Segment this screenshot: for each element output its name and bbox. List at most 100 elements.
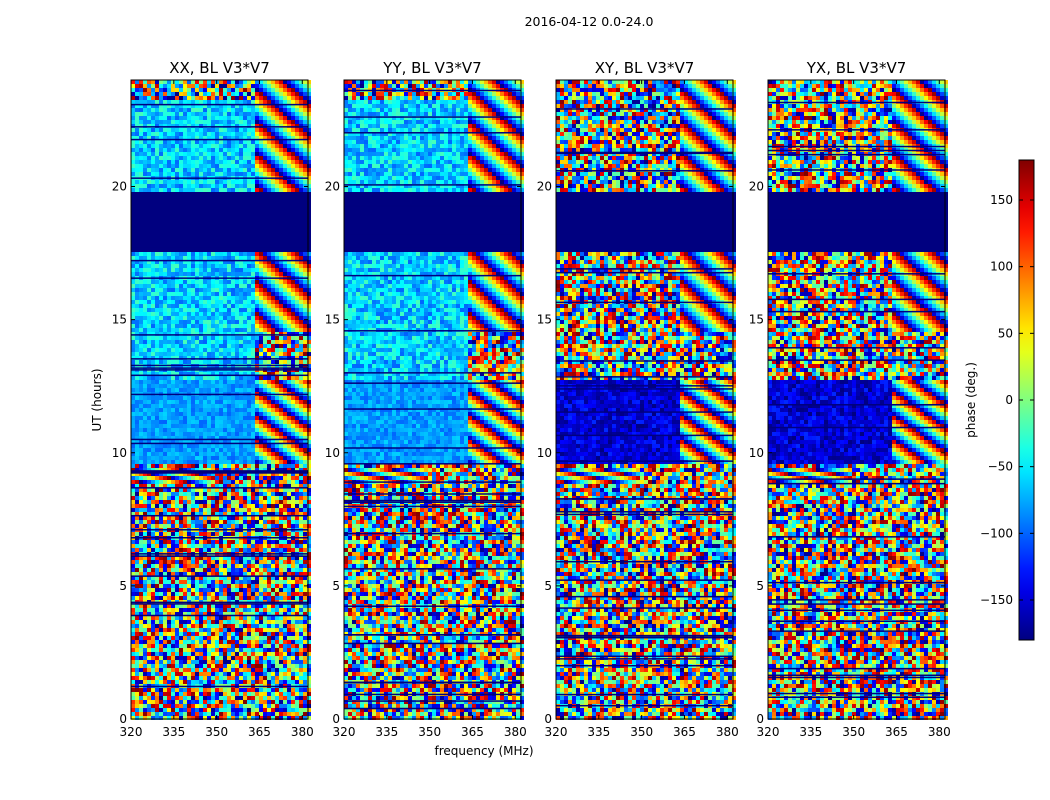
- heatmap-cell: [139, 332, 143, 336]
- heatmap-cell: [167, 240, 171, 244]
- heatmap-cell: [159, 192, 163, 196]
- heatmap-cell: [251, 80, 255, 84]
- heatmap-cell: [279, 80, 283, 84]
- heatmap-cell: [295, 440, 299, 444]
- heatmap-cell: [215, 312, 219, 316]
- heatmap-cell: [239, 280, 243, 284]
- heatmap-cell: [263, 160, 267, 164]
- heatmap-cell: [247, 360, 251, 364]
- heatmap-cell: [135, 100, 139, 104]
- heatmap-cell: [211, 80, 215, 84]
- heatmap-cell: [243, 180, 247, 184]
- heatmap-cell: [239, 228, 243, 232]
- heatmap-cell: [239, 448, 243, 452]
- heatmap-cell: [147, 432, 151, 436]
- heatmap-cell: [239, 188, 243, 192]
- heatmap-cell: [307, 136, 311, 140]
- heatmap-cell: [287, 420, 291, 424]
- heatmap-cell: [259, 288, 263, 292]
- heatmap-cell: [287, 336, 291, 340]
- heatmap-cell: [187, 212, 191, 216]
- heatmap-cell: [139, 456, 143, 460]
- heatmap-cell: [131, 300, 135, 304]
- heatmap-cell: [291, 184, 295, 188]
- heatmap-cell: [255, 112, 259, 116]
- heatmap-cell: [235, 512, 239, 516]
- heatmap-cell: [163, 316, 167, 320]
- heatmap-cell: [239, 168, 243, 172]
- heatmap-cell: [163, 216, 167, 220]
- heatmap-cell: [255, 232, 259, 236]
- heatmap-cell: [199, 172, 203, 176]
- heatmap-cell: [167, 232, 171, 236]
- heatmap-cell: [131, 312, 135, 316]
- heatmap-cell: [139, 348, 143, 352]
- heatmap-cell: [279, 296, 283, 300]
- heatmap-cell: [187, 380, 191, 384]
- heatmap-cell: [255, 376, 259, 380]
- heatmap-cell: [179, 420, 183, 424]
- heatmap-cell: [275, 296, 279, 300]
- heatmap-cell: [227, 460, 231, 464]
- heatmap-cell: [191, 104, 195, 108]
- heatmap-cell: [179, 156, 183, 160]
- heatmap-cell: [223, 88, 227, 92]
- heatmap-cell: [171, 240, 175, 244]
- heatmap-cell: [131, 352, 135, 356]
- heatmap-cell: [255, 340, 259, 344]
- heatmap-cell: [211, 220, 215, 224]
- heatmap-cell: [191, 80, 195, 84]
- heatmap-cell: [159, 420, 163, 424]
- heatmap-cell: [231, 84, 235, 88]
- heatmap-cell: [303, 236, 307, 240]
- heatmap-cell: [147, 144, 151, 148]
- heatmap-cell: [155, 436, 159, 440]
- heatmap-cell: [191, 180, 195, 184]
- heatmap-cell: [287, 328, 291, 332]
- heatmap-cell: [307, 512, 311, 516]
- heatmap-cell: [211, 252, 215, 256]
- heatmap-cell: [163, 336, 167, 340]
- heatmap-cell: [211, 304, 215, 308]
- heatmap-cell: [155, 500, 159, 504]
- heatmap-cell: [279, 188, 283, 192]
- heatmap-cell: [203, 312, 207, 316]
- heatmap-cell: [155, 152, 159, 156]
- heatmap-cell: [303, 144, 307, 148]
- heatmap-cell: [243, 352, 247, 356]
- heatmap-cell: [131, 116, 135, 120]
- heatmap-cell: [135, 128, 139, 132]
- heatmap-cell: [263, 384, 267, 388]
- heatmap-cell: [195, 180, 199, 184]
- heatmap-cell: [215, 284, 219, 288]
- heatmap-cell: [271, 252, 275, 256]
- heatmap-cell: [223, 184, 227, 188]
- heatmap-cell: [307, 344, 311, 348]
- heatmap-cell: [279, 336, 283, 340]
- heatmap-cell: [287, 128, 291, 132]
- heatmap-cell: [135, 420, 139, 424]
- heatmap-cell: [203, 420, 207, 424]
- heatmap-cell: [143, 448, 147, 452]
- heatmap-cell: [167, 224, 171, 228]
- heatmap-cell: [247, 172, 251, 176]
- heatmap-cell: [211, 116, 215, 120]
- heatmap-cell: [175, 516, 179, 520]
- heatmap-cell: [203, 432, 207, 436]
- heatmap-cell: [211, 296, 215, 300]
- heatmap-cell: [295, 280, 299, 284]
- heatmap-cell: [199, 92, 203, 96]
- heatmap-cell: [263, 188, 267, 192]
- heatmap-cell: [283, 360, 287, 364]
- heatmap-cell: [303, 316, 307, 320]
- heatmap-cell: [183, 428, 187, 432]
- heatmap-cell: [283, 196, 287, 200]
- heatmap-cell: [211, 520, 215, 524]
- heatmap-cell: [219, 204, 223, 208]
- heatmap-cell: [135, 92, 139, 96]
- heatmap-cell: [295, 224, 299, 228]
- heatmap-cell: [151, 252, 155, 256]
- heatmap-cell: [287, 396, 291, 400]
- heatmap-cell: [155, 172, 159, 176]
- heatmap-cell: [235, 464, 239, 468]
